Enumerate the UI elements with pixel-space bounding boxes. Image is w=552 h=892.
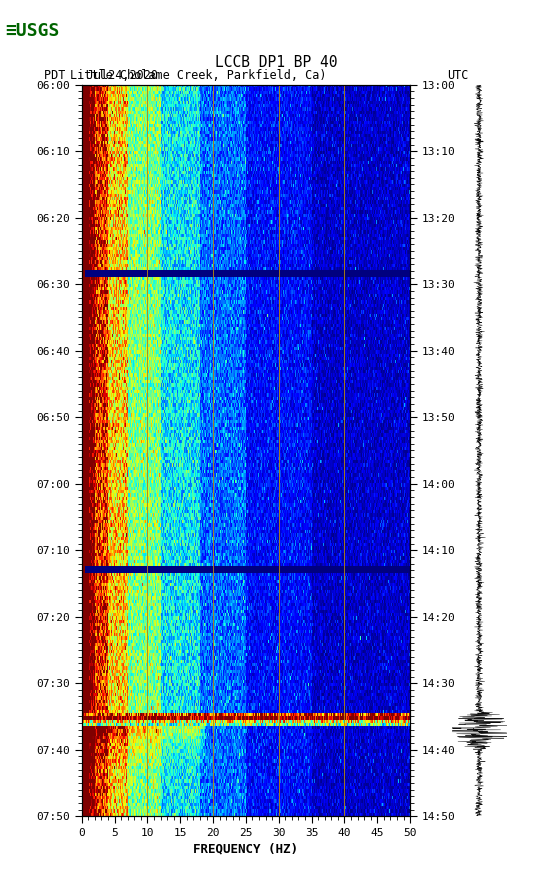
Text: LCCB DP1 BP 40: LCCB DP1 BP 40	[215, 54, 337, 70]
Text: UTC: UTC	[448, 69, 469, 82]
Text: Little Cholame Creek, Parkfield, Ca): Little Cholame Creek, Parkfield, Ca)	[71, 69, 327, 82]
Text: ≡USGS: ≡USGS	[6, 22, 60, 40]
Text: PDT   Jul24,2020: PDT Jul24,2020	[44, 69, 158, 82]
X-axis label: FREQUENCY (HZ): FREQUENCY (HZ)	[193, 842, 299, 855]
